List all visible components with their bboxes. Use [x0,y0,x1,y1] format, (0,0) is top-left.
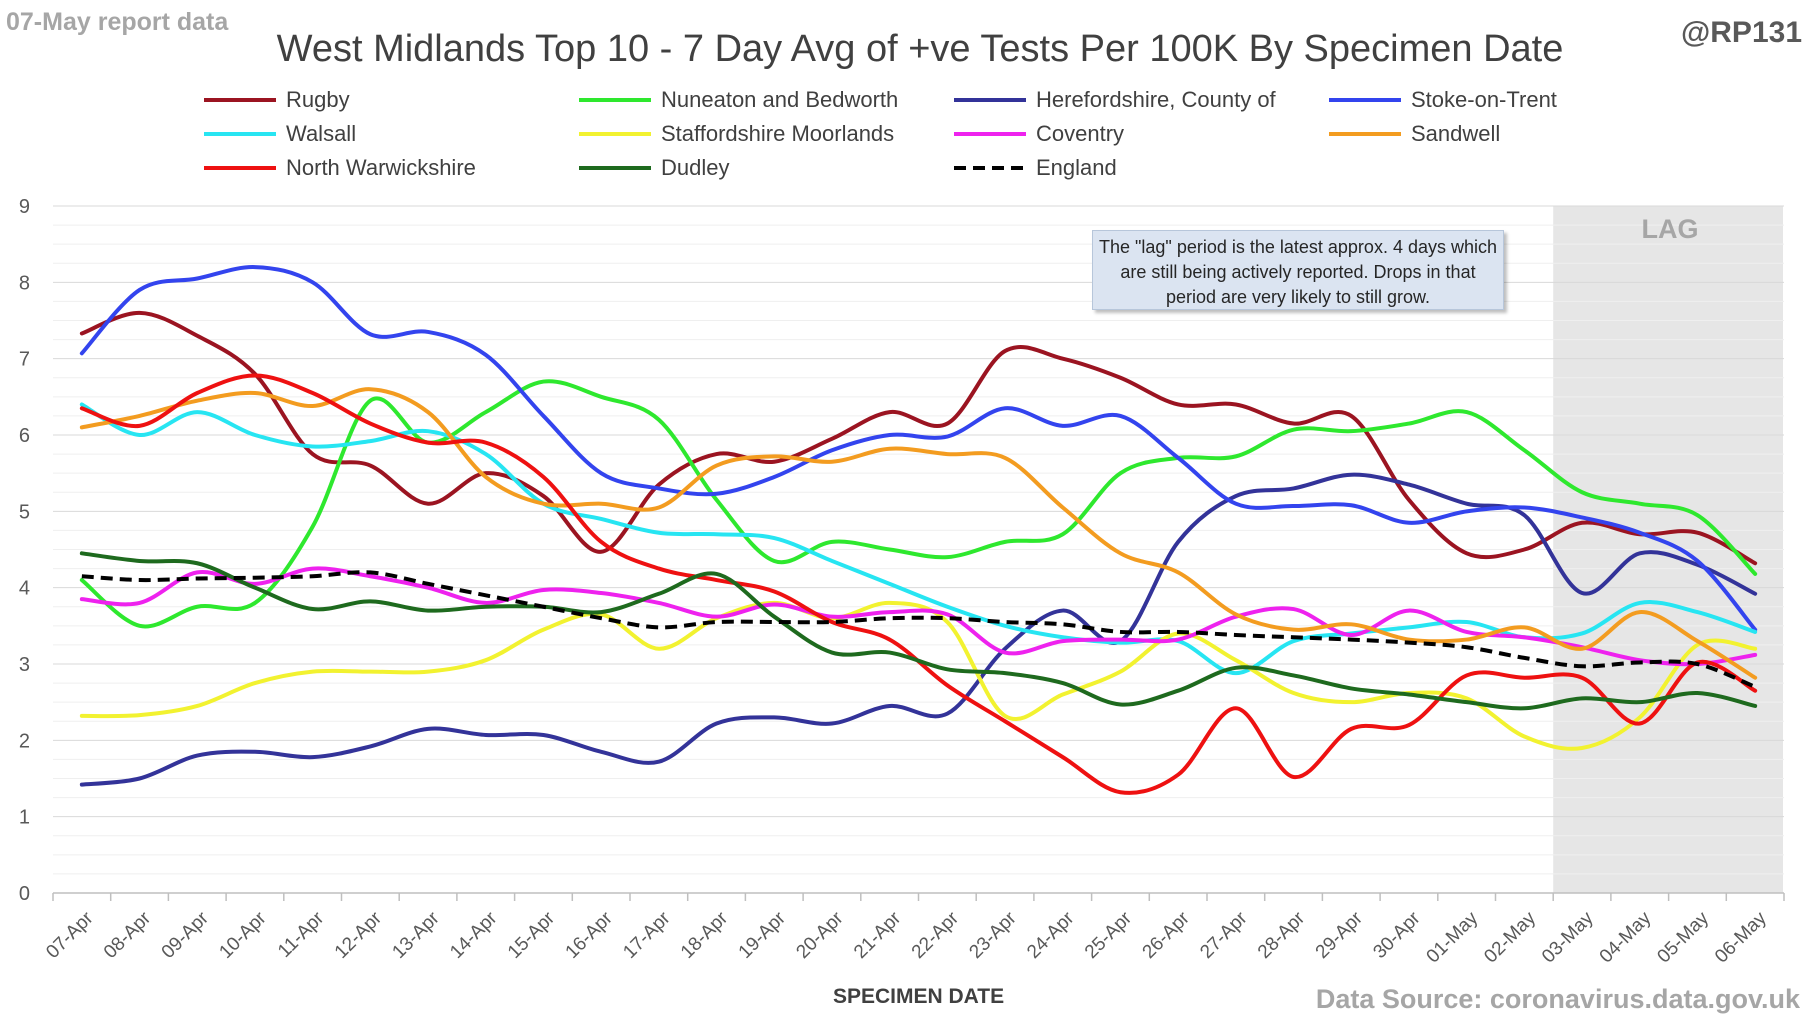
data-source: Data Source: coronavirus.data.gov.uk [1315,984,1800,1014]
legend-item: Staffordshire Moorlands [575,117,894,151]
report-date: 07-May report data [6,8,229,36]
x-tick-label: 18-Apr [677,907,733,963]
legend-item: England [950,151,1117,185]
x-tick-label: 01-May [1423,907,1483,967]
x-tick-label: 28-Apr [1254,907,1310,963]
legend-swatch [954,98,1026,102]
y-tick-label: 6 [19,425,30,447]
y-tick-label: 2 [19,730,30,752]
x-tick-label: 03-May [1538,907,1598,967]
y-tick-label: 8 [19,272,30,294]
series-line-rugby [79,310,1758,566]
legend-label: Walsall [286,121,357,146]
legend-label: Stoke-on-Trent [1411,87,1557,112]
legend-item: Walsall [200,117,356,151]
legend-item: Nuneaton and Bedworth [575,83,898,117]
legend-swatch [579,166,651,170]
legend-item: Dudley [575,151,729,185]
x-tick-label: 29-Apr [1312,907,1368,963]
legend-item: Coventry [950,117,1124,151]
legend-swatch [1329,98,1401,102]
legend-item: Herefordshire, County of [950,83,1276,117]
x-axis-title: SPECIMEN DATE [833,985,1005,1008]
x-tick-label: 16-Apr [562,907,618,963]
x-tick-label: 23-Apr [966,907,1022,963]
series-line-dudley [79,551,1758,711]
x-tick-label: 06-May [1711,907,1771,967]
y-tick-label: 3 [19,654,30,676]
legend-item: Stoke-on-Trent [1325,83,1557,117]
x-tick-label: 12-Apr [331,907,387,963]
legend-label: Herefordshire, County of [1036,87,1276,112]
legend-item: Sandwell [1325,117,1500,151]
x-tick-label: 17-Apr [619,907,675,963]
x-axis: 07-Apr 08-Apr 09-Apr 10-Apr 11-Apr 12-Apr 13-A… [42,892,1785,967]
lag-label: LAG [1642,214,1699,244]
x-tick-label: 05-May [1653,907,1713,967]
x-tick-label: 08-Apr [100,907,156,963]
legend-label: North Warwickshire [286,155,476,180]
x-tick-label: 26-Apr [1139,907,1195,963]
legend-swatch [579,132,651,136]
x-tick-label: 07-Apr [42,907,98,963]
y-tick-label: 4 [19,578,30,600]
x-tick-label: 02-May [1480,907,1540,967]
y-tick-label: 9 [19,196,30,218]
series-line-stoke-on-trent [79,265,1758,632]
x-tick-label: 22-Apr [908,907,964,963]
x-tick-label: 24-Apr [1023,907,1079,963]
x-tick-label: 25-Apr [1081,907,1137,963]
lag-note: The "lag" period is the latest approx. 4… [1092,230,1504,310]
legend-item: North Warwickshire [200,151,476,185]
legend-label: Rugby [286,87,350,112]
series-lines [79,265,1758,795]
x-tick-label: 21-Apr [850,907,906,963]
x-tick-label: 13-Apr [389,907,445,963]
series-line-sandwell [79,387,1758,680]
legend-swatch [954,166,1026,170]
series-line-staffordshire-moorlands [79,600,1758,751]
x-tick-label: 30-Apr [1369,907,1425,963]
y-tick-label: 1 [19,807,30,829]
x-tick-label: 20-Apr [792,907,848,963]
legend-item: Rugby [200,83,350,117]
legend-swatch [579,98,651,102]
legend-label: Sandwell [1411,121,1501,146]
author-handle: @RP131 [1681,16,1802,49]
legend-swatch [954,132,1026,136]
legend-label: Nuneaton and Bedworth [661,87,899,112]
series-line-england [81,570,1756,689]
legend-label: England [1036,155,1117,180]
y-axis: 0 1 2 3 4 5 6 7 8 9 [19,196,30,905]
x-tick-label: 27-Apr [1196,907,1252,963]
x-tick-label: 15-Apr [504,907,560,963]
x-tick-label: 04-May [1596,907,1656,967]
legend-label: Coventry [1036,121,1125,146]
x-tick-label: 11-Apr [274,907,329,962]
x-tick-label: 19-Apr [735,907,791,963]
legend-label: Staffordshire Moorlands [661,121,895,146]
legend-swatch [204,132,276,136]
y-tick-label: 0 [19,883,30,905]
legend-label: Dudley [661,155,730,180]
legend-swatch [204,98,276,102]
legend-swatch [1329,132,1401,136]
x-tick-label: 09-Apr [158,907,214,963]
series-line-nuneaton-and-bedworth [79,379,1758,629]
series-line-walsall [79,402,1758,676]
y-tick-label: 7 [19,349,30,371]
series-line-coventry [79,566,1758,667]
x-tick-label: 10-Apr [215,907,271,963]
chart-title: West Midlands Top 10 - 7 Day Avg of +ve … [276,28,1564,70]
y-tick-label: 5 [19,501,30,523]
x-tick-label: 14-Apr [446,907,502,963]
legend-swatch [204,166,276,170]
series-line-north-warwickshire [79,373,1758,795]
series-line-herefordshire-county-of [79,472,1758,787]
